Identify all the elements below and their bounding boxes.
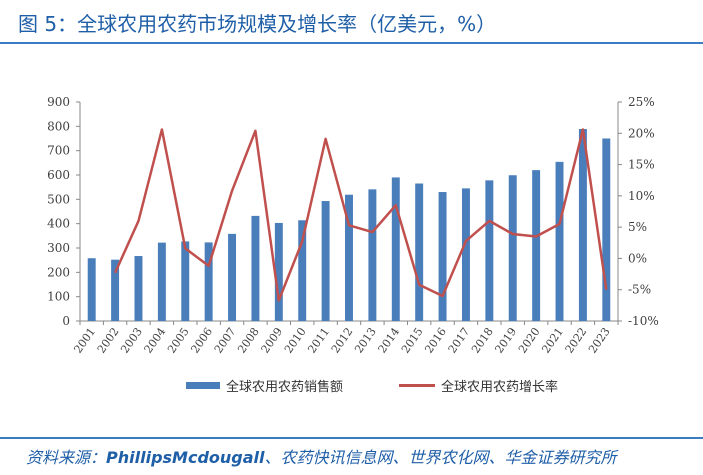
bar-2007 xyxy=(228,233,237,321)
x-tick-label: 2003 xyxy=(118,325,145,355)
y-right-tick-label: 0% xyxy=(628,251,647,265)
x-tick-label: 2005 xyxy=(165,325,192,355)
x-tick-label: 2001 xyxy=(71,325,98,355)
y-left-tick-label: 700 xyxy=(47,144,70,158)
bar-2019 xyxy=(508,175,517,321)
y-right-tick-label: 5% xyxy=(628,220,647,234)
bar-2011 xyxy=(321,201,330,321)
y-left-tick-label: 900 xyxy=(47,95,70,109)
bar-2002 xyxy=(111,259,120,321)
growth-rate-line xyxy=(113,128,608,302)
y-right-tick-label: 10% xyxy=(628,189,655,203)
x-tick-label: 2009 xyxy=(259,325,286,355)
y-left-tick-label: 400 xyxy=(47,217,70,231)
legend-line-swatch xyxy=(399,384,436,387)
bar-2016 xyxy=(438,192,447,321)
legend-item-sales: 全球农用农药销售额 xyxy=(186,376,343,395)
y-left-tick-label: 0 xyxy=(62,314,70,328)
chart-area: 0 100 200 300 400 500 600 700 800 900 -10% -5% 0% 5% 1… xyxy=(47,95,659,356)
bar-2013 xyxy=(368,189,377,321)
y-left-tick-label: 600 xyxy=(47,168,70,182)
bar-2008 xyxy=(251,215,260,321)
y-left-tick-label: 100 xyxy=(47,290,70,304)
x-tick-label: 2010 xyxy=(282,325,309,355)
bar-2023 xyxy=(602,138,611,321)
y-right-tick-label: 25% xyxy=(628,95,655,109)
y-right-tick-label: 15% xyxy=(628,158,655,172)
y-left-tick-label: 300 xyxy=(47,241,70,255)
x-tick-label: 2012 xyxy=(329,325,356,355)
x-tick-label: 2022 xyxy=(563,325,590,355)
source-divider xyxy=(0,437,703,439)
x-tick-label: 2023 xyxy=(586,325,613,355)
y-right-tick-label: -5% xyxy=(628,283,651,297)
title-divider xyxy=(0,42,703,44)
x-tick-label: 2006 xyxy=(188,325,215,355)
legend-bar-swatch xyxy=(186,382,220,389)
x-tick-label: 2015 xyxy=(399,325,426,355)
x-tick-label: 2002 xyxy=(95,325,122,355)
bar-2009 xyxy=(274,222,283,321)
chart-legend: 全球农用农药销售额 全球农用农药增长率 xyxy=(186,376,614,395)
x-tick-label: 2017 xyxy=(446,325,473,355)
line-series xyxy=(113,128,608,302)
bar-2021 xyxy=(555,161,564,321)
y-left-tick-label: 800 xyxy=(47,119,70,133)
x-tick-label: 2019 xyxy=(492,325,519,355)
bar-2010 xyxy=(298,220,307,321)
source-note: 资料来源：PhillipsMcdougall、农药快讯信息网、世界农化网、华金证… xyxy=(26,444,617,468)
bar-2012 xyxy=(345,194,353,321)
bar-2005 xyxy=(181,241,190,321)
bar-2001 xyxy=(87,258,96,321)
x-tick-label: 2014 xyxy=(376,325,403,355)
chart-axes: 0 100 200 300 400 500 600 700 800 900 -10% -5% 0% 5% 1… xyxy=(47,95,659,328)
y-right-tick-label: 20% xyxy=(628,126,655,140)
x-axis-labels: 2001200220032004200520062007200820092010… xyxy=(71,325,612,355)
legend-item-growth: 全球农用农药增长率 xyxy=(399,376,558,395)
figure-title: 图 5：全球农用农药市场规模及增长率（亿美元，%） xyxy=(18,12,497,36)
x-tick-label: 2016 xyxy=(422,325,449,355)
bar-series xyxy=(87,129,611,321)
bar-2003 xyxy=(134,256,143,321)
bar-2014 xyxy=(391,177,400,321)
x-tick-label: 2018 xyxy=(469,325,496,355)
bar-2004 xyxy=(157,242,166,321)
y-left-tick-label: 200 xyxy=(47,265,70,279)
source-rest: 、农药快讯信息网、世界农化网、华金证券研究所 xyxy=(264,448,617,467)
bar-2018 xyxy=(485,180,494,321)
source-prefix: 资料来源： xyxy=(26,448,107,467)
bar-2022 xyxy=(578,129,587,321)
bar-2020 xyxy=(532,170,541,321)
x-tick-label: 2020 xyxy=(516,325,543,355)
bar-2006 xyxy=(204,242,213,321)
y-left-tick-label: 500 xyxy=(47,192,70,206)
bar-2015 xyxy=(415,183,424,321)
x-tick-label: 2004 xyxy=(142,325,169,355)
x-tick-label: 2008 xyxy=(235,325,262,355)
x-tick-label: 2011 xyxy=(305,325,332,355)
bar-2017 xyxy=(461,188,470,321)
source-brand: PhillipsMcdougall xyxy=(106,448,265,467)
legend-label-growth: 全球农用农药增长率 xyxy=(441,380,559,395)
x-tick-label: 2007 xyxy=(212,325,239,355)
x-tick-label: 2021 xyxy=(539,325,566,355)
x-tick-label: 2013 xyxy=(352,325,379,355)
legend-label-sales: 全球农用农药销售额 xyxy=(226,380,344,395)
y-right-tick-label: -10% xyxy=(628,314,659,328)
